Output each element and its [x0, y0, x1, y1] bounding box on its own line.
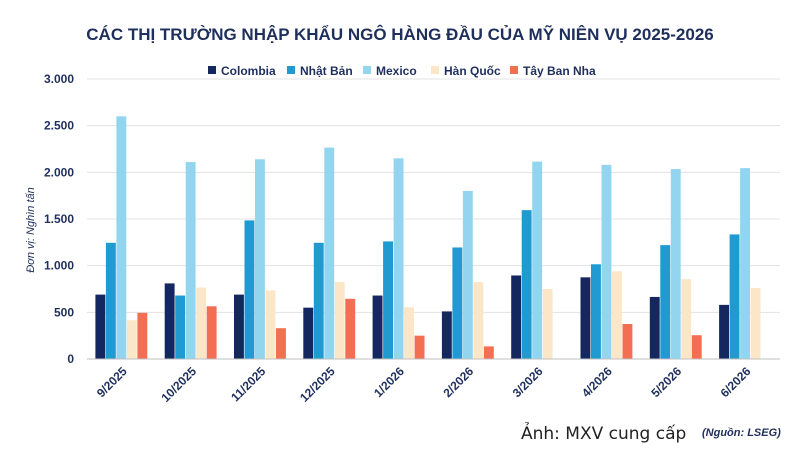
y-tick-label: 2.500 [44, 119, 74, 133]
y-axis-label: Đơn vị: Nghìn tấn [25, 187, 37, 273]
bar [383, 241, 393, 359]
bar [719, 304, 729, 359]
legend-swatch [510, 66, 518, 74]
series-Mexico [116, 116, 750, 359]
bar [303, 307, 314, 359]
bar [196, 287, 207, 359]
bar [441, 311, 452, 359]
source-note: (Nguồn: LSEG) [702, 427, 781, 439]
bar [660, 245, 671, 359]
bar [126, 320, 137, 359]
y-axis-ticks: 0 500 1.000 1.500 2.000 2.500 3.000 [44, 72, 74, 366]
legend-label: Tây Ban Nha [523, 64, 596, 78]
bar [601, 164, 612, 359]
bar [206, 306, 217, 359]
x-tick-label: 4/2026 [579, 364, 615, 400]
x-tick-label: 3/2026 [510, 364, 546, 400]
bar [105, 242, 116, 359]
bars [95, 116, 761, 359]
y-tick-label: 2.000 [44, 165, 74, 179]
bar [670, 169, 681, 359]
bar [324, 147, 335, 359]
legend-label: Colombia [221, 64, 276, 78]
legend-label: Nhật Bản [300, 64, 353, 78]
bar [95, 294, 106, 359]
bar [511, 275, 522, 359]
bar [185, 162, 196, 359]
y-tick-label: 0 [67, 352, 74, 366]
x-axis-ticks: 9/2025 10/2025 11/2025 12/2025 1/2026 2/2026 3… [94, 364, 754, 405]
bar [750, 288, 761, 359]
y-tick-label: 1.000 [44, 259, 74, 273]
bar [404, 307, 414, 359]
legend-swatch [431, 66, 439, 74]
bar [462, 191, 473, 359]
legend-item: Tây Ban Nha [510, 64, 596, 78]
bar [414, 335, 425, 359]
bar [265, 290, 276, 359]
bar [612, 271, 622, 359]
series-Nhật Bản [105, 210, 740, 359]
x-tick-label: 5/2026 [648, 364, 684, 400]
legend-item: Colombia [208, 64, 276, 78]
bar [740, 168, 750, 359]
bar [483, 346, 494, 359]
y-tick-label: 500 [54, 305, 74, 319]
x-tick-label: 6/2026 [718, 364, 754, 400]
bar [542, 289, 553, 359]
photo-caption: Ảnh: MXV cung cấp [521, 424, 687, 444]
bar [473, 282, 484, 359]
legend-swatch [287, 66, 295, 74]
legend-label: Mexico [376, 64, 417, 78]
series-Hàn Quốc [126, 271, 761, 359]
bar [521, 210, 532, 359]
legend-label: Hàn Quốc [444, 64, 501, 78]
bar [393, 158, 404, 359]
bar [691, 335, 702, 359]
series-Colombia [95, 275, 729, 359]
bar [591, 264, 601, 359]
bar [255, 159, 265, 359]
bar [334, 282, 345, 359]
series-Tây Ban Nha [137, 298, 702, 359]
bar [244, 220, 255, 359]
bar [137, 312, 148, 359]
x-tick-label: 10/2025 [158, 364, 199, 405]
chart-title: CÁC THỊ TRƯỜNG NHẬP KHẨU NGÔ HÀNG ĐẦU CỦ… [86, 24, 713, 44]
bar [164, 283, 175, 359]
bar [372, 295, 383, 359]
x-tick-label: 11/2025 [228, 364, 268, 404]
bar [276, 328, 286, 359]
legend-item: Hàn Quốc [431, 64, 501, 78]
y-tick-label: 1.500 [44, 212, 74, 226]
bar [175, 295, 186, 359]
x-tick-label: 2/2026 [440, 364, 476, 400]
bar [345, 298, 356, 359]
bar [452, 247, 463, 359]
legend: Colombia Nhật Bản Mexico Hàn Quốc Tây Ban Nh… [208, 64, 596, 78]
x-tick-label: 12/2025 [297, 364, 338, 405]
legend-swatch [208, 66, 216, 74]
x-tick-label: 9/2025 [94, 364, 130, 400]
bar [234, 294, 244, 359]
legend-swatch [363, 66, 371, 74]
bar [116, 116, 127, 359]
bar [729, 234, 740, 359]
bar [622, 324, 633, 359]
bar [313, 242, 324, 359]
bar [649, 296, 660, 359]
x-tick-label: 1/2026 [371, 364, 407, 400]
bar [681, 279, 692, 359]
bar [532, 161, 543, 359]
y-tick-label: 3.000 [44, 72, 74, 86]
legend-item: Mexico [363, 64, 417, 78]
bar [580, 277, 591, 359]
legend-item: Nhật Bản [287, 64, 353, 78]
